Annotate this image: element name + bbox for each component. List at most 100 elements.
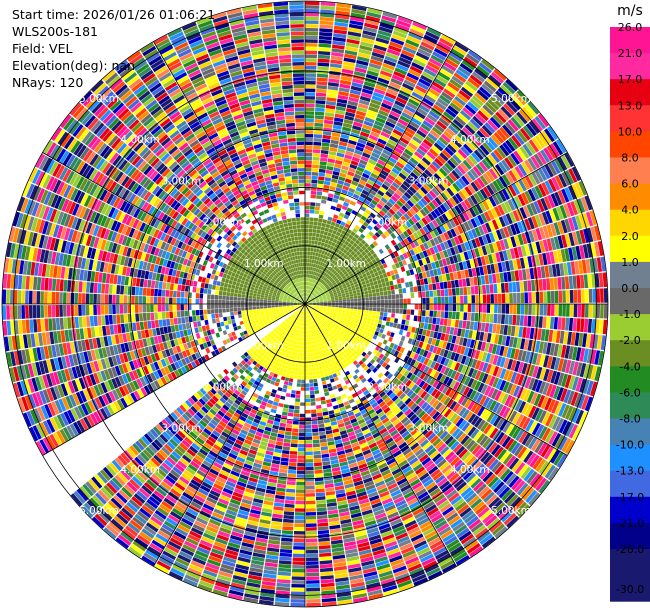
radar-gate: [539, 226, 546, 240]
radar-gate: [338, 91, 349, 97]
radar-gate: [384, 163, 393, 171]
radar-gate: [326, 165, 334, 171]
radar-gate: [422, 206, 430, 215]
radar-gate: [308, 224, 313, 229]
radar-gate: [313, 259, 317, 264]
radar-gate: [279, 422, 287, 428]
radar-gate: [312, 432, 319, 436]
radar-gate: [336, 98, 348, 104]
radar-gate: [487, 154, 498, 166]
radar-gate: [315, 280, 318, 285]
radar-gate: [335, 286, 340, 291]
radar-gate: [414, 151, 424, 160]
radar-gate: [305, 35, 318, 40]
radar-gate: [448, 304, 453, 312]
radar-gate: [293, 355, 297, 360]
radar-gate: [381, 102, 392, 110]
radar-gate: [412, 194, 420, 203]
radar-gate: [305, 130, 314, 134]
radar-gate: [467, 295, 472, 304]
radar-gate: [442, 201, 451, 211]
radar-gate: [401, 259, 408, 266]
radar-gate: [494, 163, 505, 176]
radar-gate: [510, 116, 522, 130]
radar-gate: [313, 248, 317, 253]
radar-gate: [505, 172, 515, 184]
radar-gate: [443, 231, 450, 241]
radar-gate: [463, 173, 473, 184]
radar-gate: [363, 316, 368, 321]
radar-gate: [393, 284, 399, 290]
radar-gate: [441, 296, 445, 304]
radar-gate: [345, 292, 350, 296]
radar-gate: [335, 6, 351, 13]
radar-gate: [307, 278, 309, 282]
radar-gate: [398, 197, 407, 205]
radar-gate: [391, 181, 400, 189]
radar-gate: [473, 132, 485, 144]
radar-gate: [351, 128, 361, 135]
radar-gate: [436, 206, 445, 215]
radar-gate: [403, 130, 414, 139]
radar-gate: [326, 235, 331, 241]
radar-gate: [573, 304, 578, 318]
radar-gate: [514, 181, 524, 194]
radar-gate: [383, 59, 397, 67]
radar-gate: [336, 152, 345, 158]
radar-gate: [596, 288, 601, 303]
radar-gate: [420, 186, 429, 195]
radar-gate: [326, 294, 330, 297]
radar-gate: [319, 32, 333, 37]
radar-gate: [288, 362, 293, 367]
radar-gate: [372, 307, 377, 312]
radar-gate: [381, 217, 388, 224]
radar-gate: [408, 218, 415, 226]
radar-gate: [333, 226, 339, 232]
radar-gate: [374, 88, 386, 96]
radar-gate: [436, 235, 443, 244]
radar-gate: [542, 225, 550, 239]
radar-gate: [305, 338, 307, 342]
radar-gate: [519, 257, 526, 269]
radar-gate: [381, 66, 394, 74]
radar-gate: [277, 386, 283, 392]
radar-gate: [561, 188, 570, 203]
radar-gate: [374, 145, 384, 152]
radar-gate: [543, 196, 552, 210]
radar-gate: [369, 102, 381, 110]
radar-gate: [365, 165, 374, 173]
radar-gate: [349, 200, 356, 206]
radar-gate: [325, 426, 332, 431]
radar-gate: [305, 398, 311, 403]
radar-gate: [378, 109, 389, 117]
radar-gate: [375, 327, 381, 333]
radar-gate: [363, 186, 371, 193]
radar-gate: [316, 374, 321, 379]
radar-gate: [321, 250, 326, 255]
radar-gate: [489, 313, 494, 323]
radar-gate: [439, 204, 448, 213]
radar-gate: [291, 583, 305, 588]
radar-gate: [379, 70, 393, 78]
radar-gate: [338, 305, 343, 308]
radar-gate: [358, 218, 365, 225]
radar-gate: [277, 571, 291, 576]
radar-gate: [463, 295, 468, 304]
radar-gate: [578, 213, 587, 229]
radar-gate: [412, 114, 424, 123]
radar-gate: [375, 315, 380, 320]
radar-gate: [409, 241, 416, 249]
radar-gate: [293, 546, 305, 550]
radar-gate: [336, 219, 342, 225]
radar-gate: [432, 219, 439, 228]
radar-gate: [430, 276, 436, 284]
radar-gate: [327, 371, 333, 376]
radar-gate: [306, 561, 319, 565]
radar-gate: [318, 50, 331, 56]
radar-gate: [564, 233, 572, 247]
radar-gate: [418, 78, 431, 87]
radar-gate: [563, 203, 571, 218]
radar-gate: [277, 433, 285, 439]
radar-gate: [334, 21, 349, 27]
radar-gate: [293, 538, 305, 543]
